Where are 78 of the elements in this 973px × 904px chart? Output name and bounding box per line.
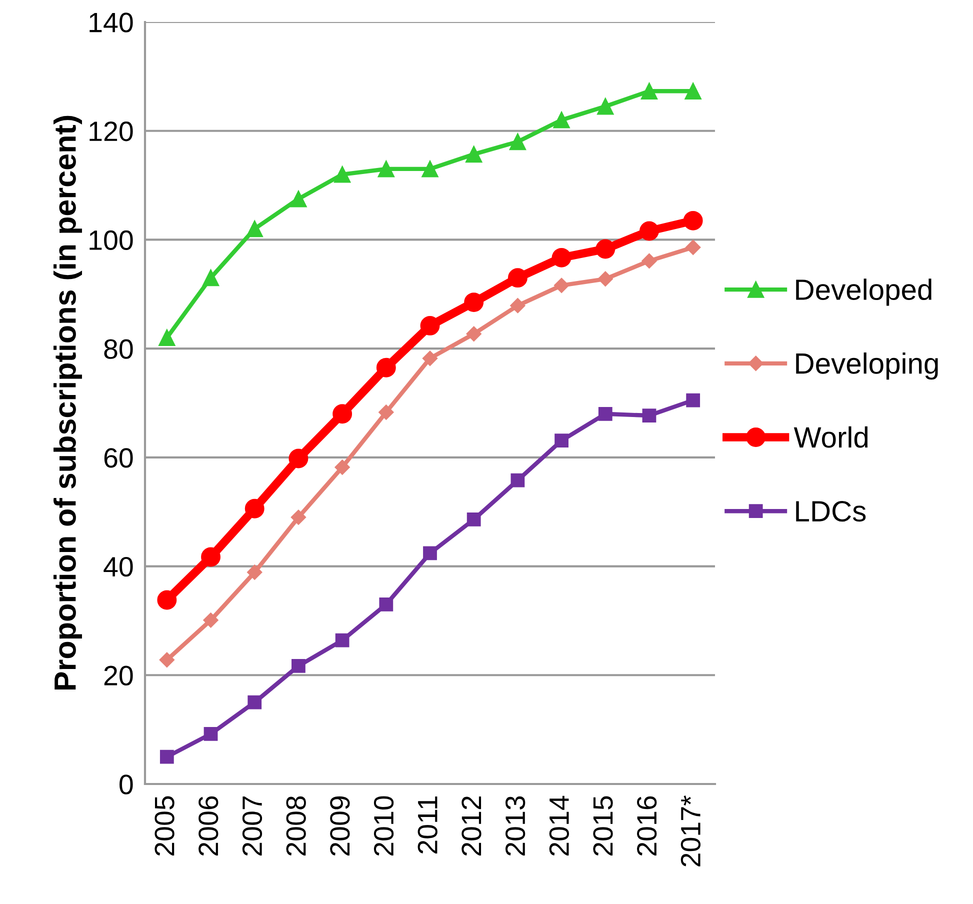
legend-label: World [794,426,868,448]
x-tick-label: 2010 [374,796,394,856]
x-tick-label: 2008 [286,796,306,856]
point [423,546,437,560]
point [686,240,701,255]
y-axis-title: Proportion of subscriptions (in percent) [54,116,82,690]
point [422,160,438,178]
point [334,460,350,475]
point [683,210,703,230]
point [684,82,702,100]
point [598,406,612,421]
point [466,512,481,526]
x-tick-label: 2015 [593,796,613,856]
point [247,564,262,580]
point [202,269,220,286]
point [203,612,218,628]
point [464,292,484,312]
point [244,498,264,518]
x-tick-label: 2016 [637,796,657,856]
point [466,146,482,163]
point [332,404,352,424]
y-tick-label: 140 [90,12,133,32]
point [510,298,526,314]
point [292,658,306,673]
point [422,350,438,366]
point [420,316,440,336]
point [640,221,659,241]
point [642,408,656,422]
point [379,597,394,612]
point [466,326,482,342]
point [201,547,220,567]
point [335,633,350,648]
x-tick-label: 2009 [330,796,350,856]
x-tick-label: 2013 [505,796,526,856]
y-tick-label: 40 [104,556,133,577]
point [378,160,394,178]
point [597,98,614,115]
point [157,590,177,610]
y-tick-label: 100 [90,230,133,250]
y-tick-label: 120 [90,122,133,142]
legend-label: Developing [796,352,938,380]
point [159,652,174,668]
point [376,358,396,378]
point [158,329,176,346]
x-tick-label: 2005 [154,796,174,856]
point [246,220,263,238]
y-tick-label: 0 [120,774,133,794]
point [552,248,572,268]
y-tick-label: 20 [104,666,133,686]
point [596,239,616,259]
x-tick-label: 2014 [549,796,569,856]
x-tick-label: 2012 [462,796,482,856]
x-tick-label: 2006 [198,796,218,856]
point [510,473,525,488]
point [334,166,351,183]
y-tick-label: 80 [104,339,133,359]
point [160,750,174,764]
point [642,253,657,269]
point [204,726,218,741]
point [640,82,658,100]
point [288,448,308,468]
legend-label: LDCs [796,500,866,522]
point [290,190,307,208]
point [554,278,570,294]
point [248,695,262,710]
point [686,393,700,408]
x-tick-label: 2007 [242,796,262,856]
point [290,510,306,525]
x-tick-label: 2017* [680,796,701,866]
point [554,434,568,448]
point [509,133,526,150]
point [553,112,570,128]
x-tick-label: 2011 [418,796,438,854]
point [598,271,613,286]
point [508,268,528,288]
point [378,404,394,420]
y-tick-label: 60 [104,448,133,468]
legend-label: Developed [796,278,932,306]
